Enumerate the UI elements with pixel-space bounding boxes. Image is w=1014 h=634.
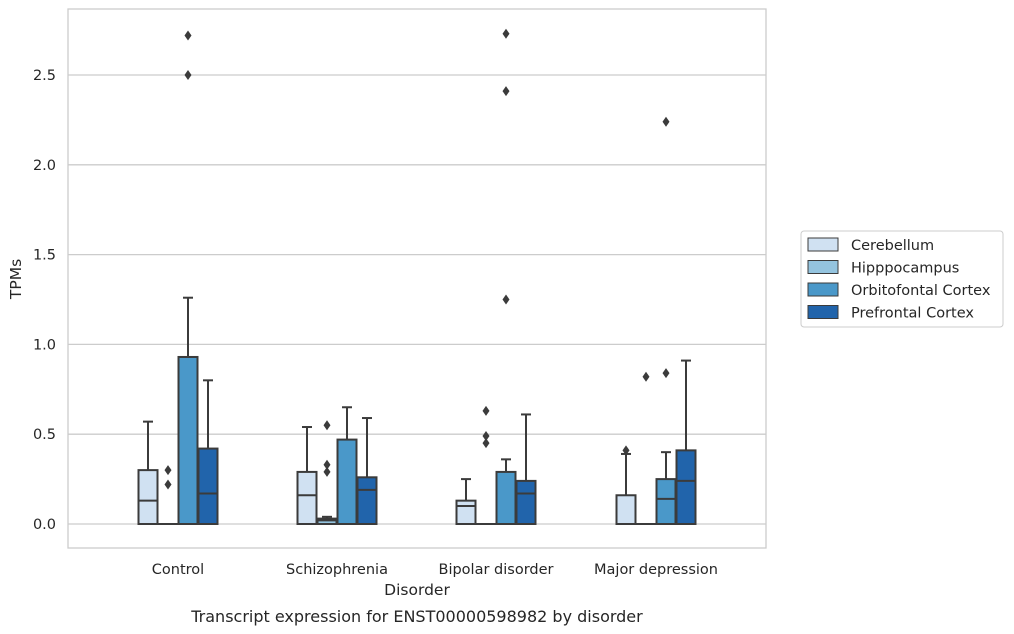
box-hipppocampus bbox=[476, 405, 496, 525]
outlier-point bbox=[622, 445, 630, 456]
legend-swatch bbox=[807, 260, 839, 274]
outlier-point bbox=[482, 438, 490, 449]
outlier-point bbox=[323, 466, 331, 477]
outlier-point bbox=[482, 405, 490, 416]
outlier-point bbox=[502, 28, 510, 39]
box-hipppocampus bbox=[636, 371, 656, 525]
box-body bbox=[336, 438, 358, 526]
box-body bbox=[515, 479, 537, 525]
box-body bbox=[495, 470, 517, 525]
y-tick-label: 1.0 bbox=[33, 337, 56, 353]
outlier-point bbox=[642, 371, 650, 382]
figure-caption: Transcript expression for ENST0000059898… bbox=[190, 607, 643, 626]
box-prefrontal-cortex bbox=[197, 379, 219, 525]
legend-swatch bbox=[807, 282, 839, 297]
plot-area bbox=[67, 8, 767, 549]
x-tick-label: Major depression bbox=[594, 562, 718, 578]
box-body bbox=[177, 355, 199, 525]
y-tick-label: 2.5 bbox=[33, 68, 56, 84]
y-tick-label: 0.0 bbox=[33, 517, 56, 533]
box-body bbox=[675, 449, 697, 526]
box-cerebellum bbox=[615, 445, 637, 526]
x-tick-label: Control bbox=[152, 562, 204, 578]
box-body bbox=[296, 470, 318, 525]
outlier-point bbox=[482, 430, 490, 441]
legend-label: Cerebellum bbox=[851, 238, 934, 254]
box-orbitofontal-cortex bbox=[177, 30, 199, 525]
outlier-point bbox=[323, 459, 331, 470]
box-marks bbox=[137, 28, 697, 526]
outlier-point bbox=[184, 30, 192, 41]
y-axis-title: TPMs bbox=[7, 259, 25, 300]
box-prefrontal-cortex bbox=[675, 359, 697, 526]
box-body bbox=[137, 469, 159, 525]
box-body bbox=[356, 476, 378, 525]
outlier-point bbox=[662, 368, 670, 379]
box-body bbox=[197, 447, 219, 525]
legend-swatch bbox=[807, 305, 839, 319]
box-prefrontal-cortex bbox=[515, 413, 537, 525]
outlier-point bbox=[164, 465, 172, 476]
box-orbitofontal-cortex bbox=[336, 406, 358, 526]
legend-frame bbox=[800, 230, 1004, 328]
outlier-point bbox=[502, 294, 510, 305]
box-body bbox=[655, 478, 677, 526]
x-tick-label: Schizophrenia bbox=[286, 562, 388, 578]
box-cerebellum bbox=[137, 420, 159, 525]
box-body bbox=[615, 494, 637, 526]
outlier-point bbox=[184, 70, 192, 80]
x-axis-title: Disorder bbox=[384, 581, 450, 599]
legend-label: Hipppocampus bbox=[851, 261, 959, 277]
box-cerebellum bbox=[455, 478, 477, 526]
outlier-point bbox=[164, 479, 172, 490]
box-cerebellum bbox=[296, 426, 318, 525]
outlier-point bbox=[502, 86, 510, 97]
box-prefrontal-cortex bbox=[356, 417, 378, 525]
outlier-point bbox=[323, 420, 331, 431]
box-hipppocampus bbox=[158, 465, 178, 525]
y-axis-ticks: 0.0 0.5 1.0 1.5 2.0 2.5 bbox=[33, 68, 56, 533]
y-tick-label: 2.0 bbox=[33, 158, 56, 174]
legend-swatch bbox=[807, 237, 839, 252]
box-body bbox=[455, 499, 477, 526]
legend: Cerebellum Hipppocampus Orbitofontal Corte… bbox=[800, 230, 1004, 328]
outlier-point bbox=[662, 116, 670, 127]
x-tick-label: Bipolar disorder bbox=[439, 562, 554, 578]
y-tick-label: 0.5 bbox=[33, 427, 56, 443]
legend-label: Prefrontal Cortex bbox=[851, 306, 974, 322]
y-tick-label: 1.5 bbox=[33, 248, 56, 264]
legend-label: Orbitofontal Cortex bbox=[851, 283, 991, 299]
x-axis-ticks: Control Schizophrenia Bipolar disorder Majo… bbox=[152, 562, 718, 578]
